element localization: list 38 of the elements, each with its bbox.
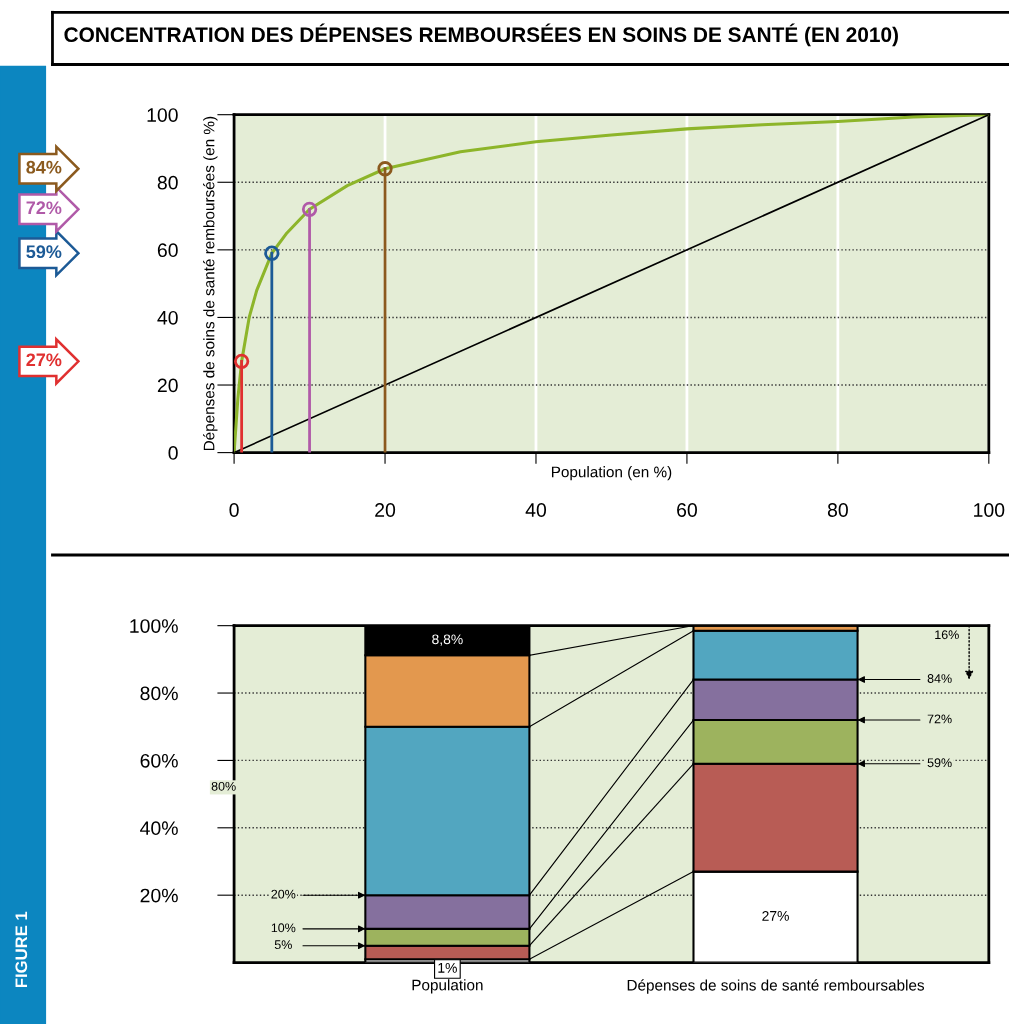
y-axis-title: Dépenses de soins de santé remboursées (en %) <box>203 116 218 451</box>
x-axis-title: Population (en %) <box>551 466 672 481</box>
annotation: 72% <box>927 714 952 724</box>
text: 27% <box>26 353 62 367</box>
data-label: 27% <box>762 910 789 921</box>
x-tick-label: 80 <box>827 503 848 517</box>
x-tick-label: Dépenses de soins de santé remboursables <box>627 979 925 994</box>
annotation: 20% <box>271 889 296 899</box>
annotation: 84% <box>927 674 952 683</box>
x-tick-label: 20 <box>375 503 396 517</box>
data-label: 1% <box>438 962 457 973</box>
y-tick-label: 80% <box>140 686 178 701</box>
x-tick-label: Population <box>412 979 483 994</box>
text: 72% <box>26 201 62 215</box>
y-tick-label: 100% <box>130 619 178 633</box>
annotation: 10% <box>271 923 296 933</box>
x-tick-label: 40 <box>525 503 547 517</box>
annotation: 16% <box>935 630 959 640</box>
annotation: 80% <box>211 781 236 791</box>
chart-title: CONCENTRATION DES DÉPENSES REMBOURSÉES EN SOINS DE SANTÉ (EN 2010) <box>64 23 898 47</box>
y-tick-label: 80 <box>157 175 178 190</box>
x-tick-label: 100 <box>974 503 1005 517</box>
caption: FIGURE 1 <box>15 911 28 988</box>
text: 84% <box>26 160 62 174</box>
y-tick-label: 60% <box>140 753 178 768</box>
annotation: 59% <box>927 758 952 768</box>
annotation: 5% <box>274 940 292 950</box>
y-tick-label: 0 <box>168 446 178 460</box>
y-tick-label: 20 <box>157 378 178 393</box>
y-tick-label: 100 <box>147 108 178 122</box>
data-label: 8,8% <box>432 634 463 646</box>
y-tick-label: 20% <box>140 888 178 903</box>
y-tick-label: 40% <box>140 821 178 836</box>
text: 59% <box>26 245 62 259</box>
x-tick-label: 0 <box>229 503 239 517</box>
y-tick-label: 60 <box>157 243 178 258</box>
x-tick-label: 60 <box>677 503 697 517</box>
y-tick-label: 40 <box>157 310 178 325</box>
